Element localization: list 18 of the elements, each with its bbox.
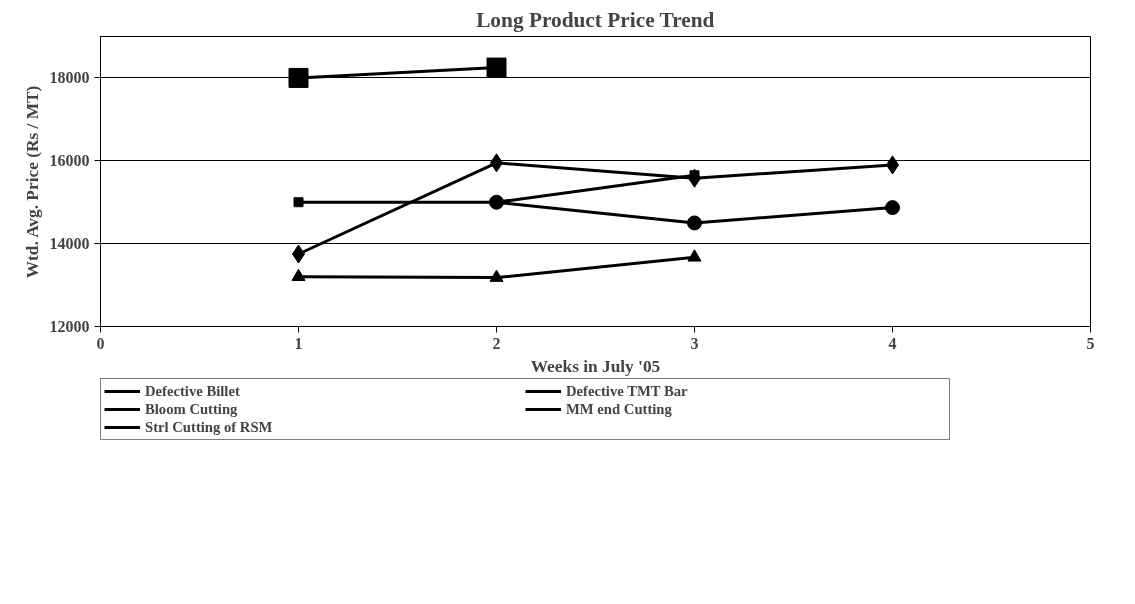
x-tick-label: 0	[96, 334, 105, 352]
legend-label: Bloom Cutting	[145, 400, 239, 418]
x-tick-label: 2	[492, 334, 501, 352]
x-tick-label: 3	[690, 334, 699, 352]
legend-label: Defective Billet	[145, 382, 241, 400]
x-axis-title: Weeks in July '05	[530, 356, 661, 376]
x-tick-label: 1	[294, 334, 303, 352]
y-axis-title: Wtd. Avg. Price (Rs / MT)	[22, 85, 42, 279]
y-tick-label: 14000	[49, 235, 90, 253]
y-tick-label: 16000	[49, 152, 90, 170]
x-tick-label: 5	[1086, 334, 1095, 352]
y-tick-label: 18000	[49, 69, 90, 87]
chart-title: Long Product Price Trend	[476, 7, 715, 32]
legend-label: MM end Cutting	[566, 400, 673, 418]
x-tick-label: 4	[888, 334, 897, 352]
y-tick-label: 12000	[49, 318, 90, 335]
legend-label: Defective TMT Bar	[566, 382, 689, 400]
legend-label: Strl Cutting of RSM	[145, 418, 274, 436]
